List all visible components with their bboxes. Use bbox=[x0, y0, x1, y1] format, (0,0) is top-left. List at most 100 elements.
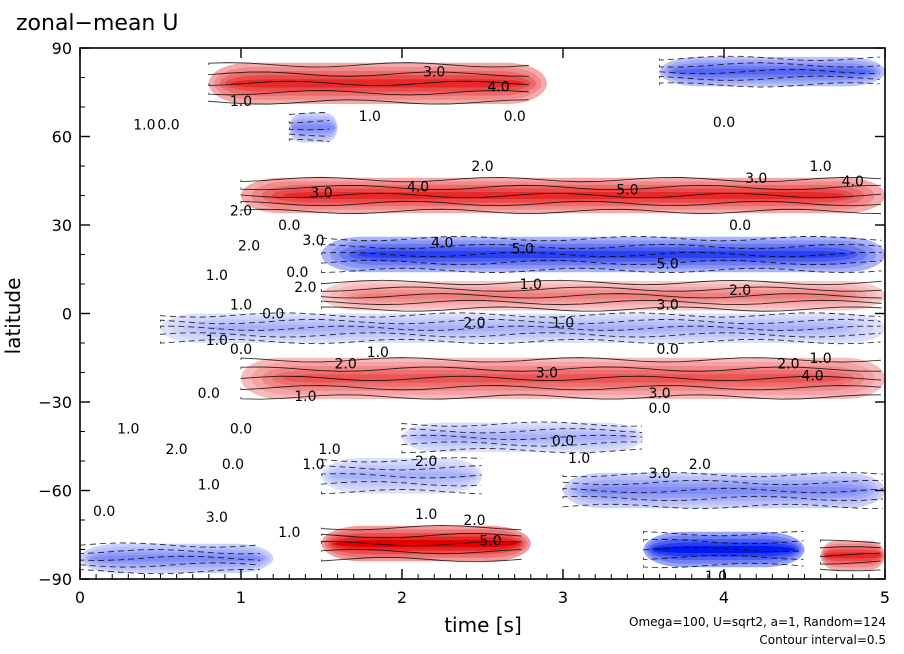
contour-label: 1.0 bbox=[552, 315, 574, 331]
band-fill bbox=[282, 191, 844, 200]
contour-line bbox=[321, 259, 882, 266]
contour-label: 0.0 bbox=[648, 401, 670, 417]
contour-line bbox=[643, 538, 804, 545]
contour-label: 1.0 bbox=[705, 569, 727, 585]
plot-area: 4.03.01.01.0 0.0 0.01.0 0.01.02.03.0 4.0 5.03… bbox=[80, 48, 885, 585]
contour-line bbox=[659, 55, 880, 61]
x-tick-label: 1 bbox=[236, 588, 246, 607]
contour-label: 1.0 bbox=[568, 451, 590, 467]
y-axis-label: latitude bbox=[1, 278, 25, 355]
contour-line bbox=[659, 69, 880, 75]
contour-line bbox=[820, 552, 881, 558]
contour-line bbox=[80, 542, 261, 548]
contour-label: 1.0 bbox=[230, 298, 252, 314]
y-tick-label: −90 bbox=[38, 570, 72, 589]
contour-label: 0.0 bbox=[198, 386, 220, 402]
contour-line bbox=[321, 548, 522, 555]
contour-label: 4.0 bbox=[842, 174, 864, 190]
contour-label: 1.0 bbox=[117, 422, 139, 438]
contour-label: 3.0 bbox=[536, 366, 558, 382]
contour-line bbox=[80, 555, 261, 561]
contour-labels-layer: 4.03.01.01.0 0.0 0.01.0 0.01.02.03.0 4.0 5.03… bbox=[93, 65, 864, 585]
contour-label: 2.0 bbox=[471, 159, 493, 175]
y-tick-label: 30 bbox=[52, 216, 72, 235]
contour-label: 5.0 bbox=[512, 242, 534, 258]
contour-label: 0.0 bbox=[93, 504, 115, 520]
contour-label: 0.0 bbox=[713, 115, 735, 131]
params-annotation: Omega=100, U=sqrt2, a=1, Random=124 bbox=[629, 615, 886, 629]
band-fill bbox=[282, 374, 844, 383]
contour-line bbox=[321, 457, 482, 463]
contour-label: 1.0 bbox=[302, 457, 324, 473]
contour-label: 1.0 bbox=[415, 507, 437, 523]
contour-label: 1.0 bbox=[367, 345, 389, 361]
contour-line bbox=[643, 562, 804, 569]
contour-label: 1.0 bbox=[359, 109, 381, 125]
x-tick-label: 0 bbox=[75, 588, 85, 607]
contour-lines-layer bbox=[80, 55, 884, 575]
contour-line bbox=[160, 318, 881, 325]
contour-line bbox=[160, 338, 881, 345]
contour-line bbox=[321, 299, 882, 306]
contour-line bbox=[401, 448, 643, 454]
contour-line bbox=[321, 279, 882, 286]
contour-line bbox=[659, 62, 880, 68]
contour-label: 0.0 bbox=[230, 342, 252, 358]
contour-label: 0.0 bbox=[157, 118, 179, 134]
contour-line bbox=[321, 243, 882, 250]
contour-label: 0.0 bbox=[286, 265, 308, 281]
contour-line bbox=[401, 421, 643, 427]
contour-label: 1.0 bbox=[133, 118, 155, 134]
band-fill bbox=[230, 79, 526, 88]
band-fill bbox=[357, 250, 849, 259]
chart-title: zonal−mean U bbox=[16, 11, 178, 36]
contour-label: 1.0 bbox=[206, 333, 228, 349]
contour-label: 3.0 bbox=[302, 233, 324, 249]
contour-line bbox=[240, 366, 882, 372]
contour-line bbox=[240, 385, 882, 391]
contour-line bbox=[80, 549, 261, 555]
contour-line bbox=[80, 569, 261, 575]
contour-label: 0.0 bbox=[552, 433, 574, 449]
contour-label: 2.0 bbox=[463, 513, 485, 529]
contour-line bbox=[208, 80, 529, 86]
contour-label: 2.0 bbox=[729, 283, 751, 299]
contour-line bbox=[321, 286, 882, 292]
contour-label: 4.0 bbox=[431, 236, 453, 252]
contour-line bbox=[288, 138, 330, 142]
contour-label: 3.0 bbox=[745, 171, 767, 187]
contour-label: 1.0 bbox=[278, 525, 300, 541]
contour-label: 3.0 bbox=[310, 186, 332, 202]
contour-line bbox=[321, 235, 882, 242]
contour-line bbox=[321, 267, 882, 274]
contour-line bbox=[321, 556, 522, 563]
bands-layer bbox=[80, 56, 885, 574]
contour-line bbox=[288, 133, 330, 137]
contour-label: 2.0 bbox=[335, 357, 357, 373]
contour-line bbox=[240, 192, 882, 199]
contour-line bbox=[321, 533, 522, 539]
contour-label: 0.0 bbox=[230, 422, 252, 438]
contour-line bbox=[562, 479, 884, 486]
y-tick-label: 90 bbox=[52, 39, 72, 58]
contour-label: 2.0 bbox=[294, 280, 316, 296]
contour-line bbox=[160, 312, 881, 318]
contour-label: 1.0 bbox=[294, 389, 316, 405]
band-fill bbox=[331, 472, 473, 480]
contour-line bbox=[288, 111, 330, 115]
contour-line bbox=[240, 394, 882, 400]
contour-line bbox=[401, 441, 643, 447]
contour-label: 1.0 bbox=[318, 442, 340, 458]
contour-label: 1.0 bbox=[198, 478, 220, 494]
contour-label: 2.0 bbox=[415, 454, 437, 470]
contour-label: 5.0 bbox=[657, 256, 679, 272]
contour-line bbox=[240, 184, 882, 191]
contour-line bbox=[321, 525, 522, 531]
contour-interval-annotation: Contour interval=0.5 bbox=[759, 633, 886, 647]
x-axis: 0 1 2 3 4 5 bbox=[75, 48, 890, 607]
contour-label: 0.0 bbox=[657, 342, 679, 358]
contour-line bbox=[659, 75, 880, 81]
y-tick-label: 60 bbox=[52, 128, 72, 147]
contour-line bbox=[208, 62, 529, 68]
contour-label: 1.0 bbox=[520, 277, 542, 293]
